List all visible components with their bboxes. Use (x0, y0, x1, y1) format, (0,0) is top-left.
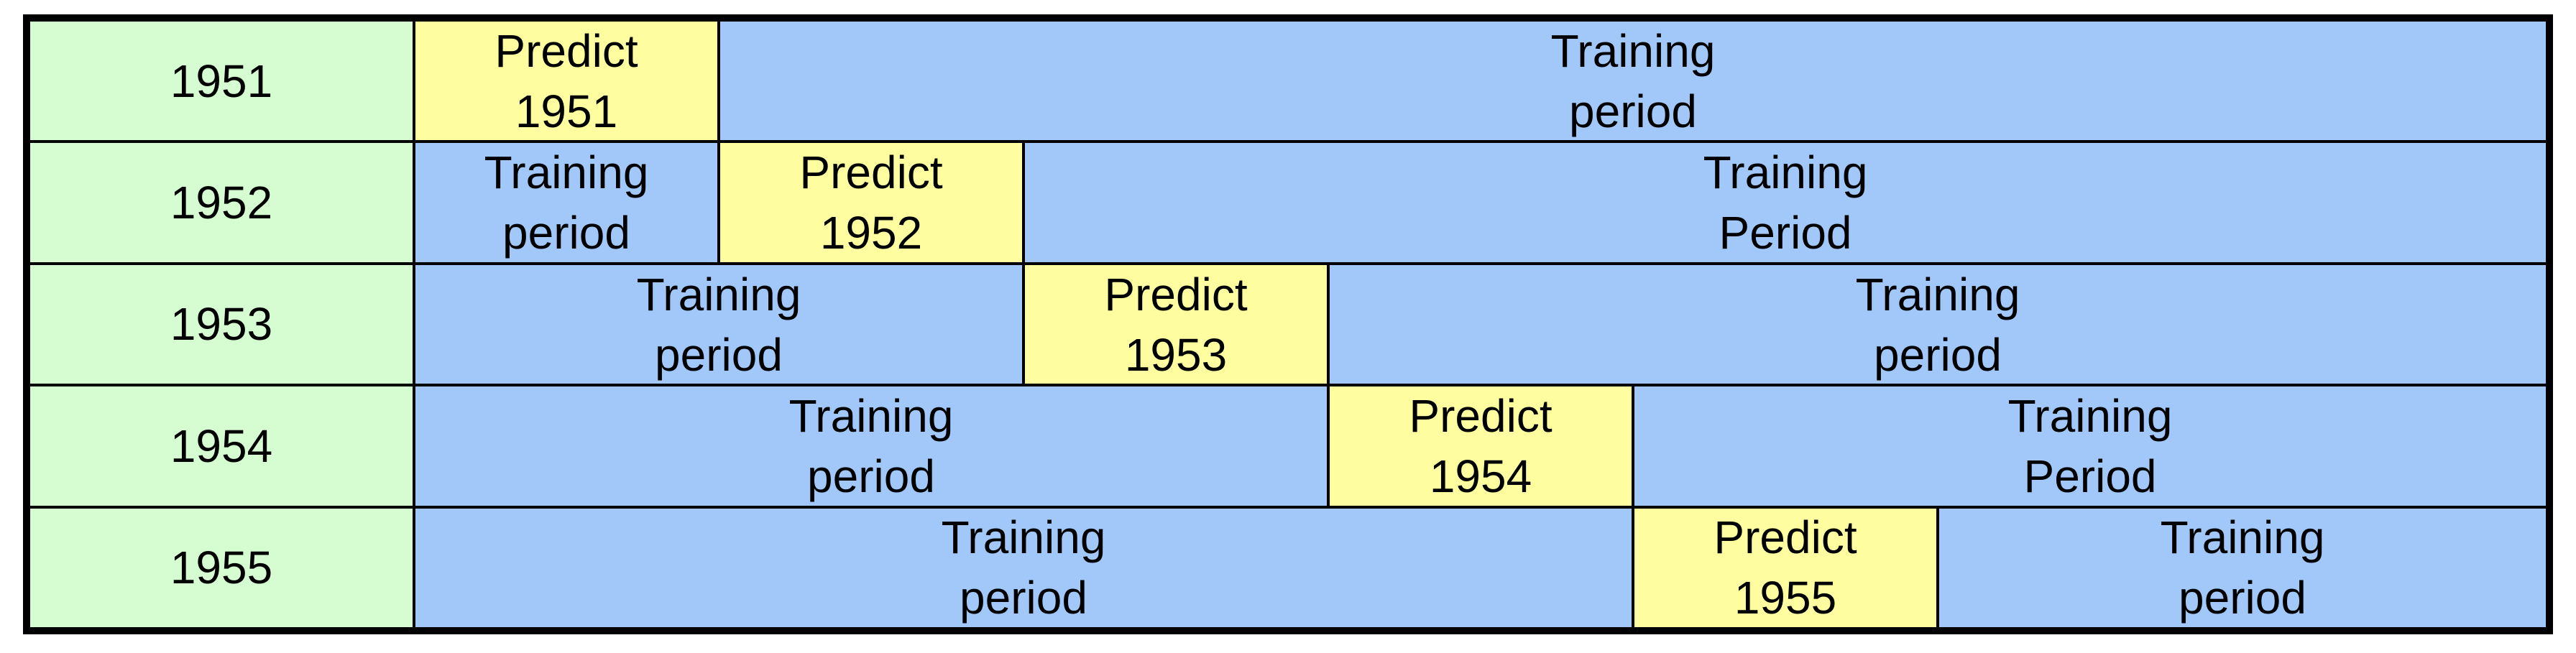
training-text-line2: period (655, 328, 783, 381)
training-period-cell: Training period (414, 506, 1633, 629)
training-text-line2: period (1874, 328, 2002, 381)
predict-year-cell: Predict 1952 (719, 142, 1024, 264)
training-period-cell: Training period (414, 263, 1024, 386)
predict-text-line1: Predict (1104, 268, 1248, 320)
training-text-line2: period (807, 450, 935, 502)
year-label: 1955 (170, 542, 273, 594)
predict-text-line1: Predict (494, 24, 638, 77)
training-period-cell: Training period (414, 385, 1328, 507)
predict-text-line1: Predict (1714, 511, 1857, 564)
year-label-cell: 1952 (29, 142, 414, 264)
year-label-cell: 1953 (29, 263, 414, 386)
training-period-cell: Training Period (1633, 385, 2547, 507)
predict-text-line2: 1955 (1734, 572, 1837, 624)
training-text-line2: period (502, 207, 630, 259)
training-text-line1: Training (636, 268, 801, 320)
training-text-line2: Period (1719, 207, 1852, 259)
training-text-line1: Training (484, 147, 649, 199)
training-text-line1: Training (1703, 147, 1868, 199)
predict-year-cell: Predict 1953 (1024, 263, 1328, 386)
training-text-line2: period (960, 572, 1087, 624)
year-label-cell: 1955 (29, 506, 414, 629)
training-period-cell: Training period (719, 20, 2547, 142)
year-label-cell: 1951 (29, 20, 414, 142)
predict-text-line1: Predict (799, 147, 943, 199)
training-period-cell: Training period (414, 142, 719, 264)
training-text-line1: Training (788, 389, 954, 442)
year-label-cell: 1954 (29, 385, 414, 507)
predict-text-line1: Predict (1409, 389, 1552, 442)
predict-text-line2: 1953 (1124, 328, 1228, 381)
training-period-cell: Training Period (1024, 142, 2547, 264)
predict-text-line2: 1951 (515, 85, 618, 137)
training-text-line1: Training (1550, 24, 1716, 77)
training-text-line1: Training (2160, 511, 2325, 564)
cross-validation-table: 1951 Predict 1951 Training period 1952 Trainin… (23, 14, 2553, 634)
predict-year-cell: Predict 1955 (1633, 506, 1938, 629)
predict-text-line2: 1954 (1429, 450, 1532, 502)
year-label: 1953 (170, 298, 273, 351)
year-label: 1952 (170, 177, 273, 229)
training-period-cell: Training period (1938, 506, 2547, 629)
training-text-line2: Period (2023, 450, 2157, 502)
training-text-line2: period (2179, 572, 2306, 624)
training-period-cell: Training period (1328, 263, 2547, 386)
year-label: 1951 (170, 55, 273, 107)
year-label: 1954 (170, 420, 273, 472)
predict-year-cell: Predict 1954 (1328, 385, 1633, 507)
training-text-line1: Training (2007, 389, 2173, 442)
training-text-line2: period (1569, 85, 1697, 137)
predict-year-cell: Predict 1951 (414, 20, 719, 142)
predict-text-line2: 1952 (819, 207, 923, 259)
training-text-line1: Training (1855, 268, 2020, 320)
training-text-line1: Training (941, 511, 1106, 564)
